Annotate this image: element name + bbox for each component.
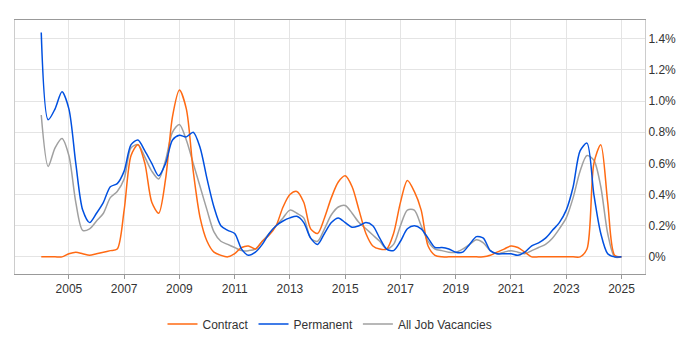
svg-text:Contract: Contract [203,318,249,332]
svg-text:2017: 2017 [387,282,414,296]
svg-text:2007: 2007 [111,282,138,296]
svg-text:2005: 2005 [56,282,83,296]
svg-text:2013: 2013 [277,282,304,296]
svg-text:1.4%: 1.4% [648,32,676,46]
svg-text:2009: 2009 [166,282,193,296]
svg-text:0.6%: 0.6% [648,157,676,171]
svg-text:0%: 0% [648,250,666,264]
svg-text:2019: 2019 [442,282,469,296]
svg-text:1.2%: 1.2% [648,63,676,77]
svg-text:Permanent: Permanent [294,318,353,332]
svg-text:2011: 2011 [222,282,248,296]
svg-text:2021: 2021 [498,282,525,296]
svg-text:0.2%: 0.2% [648,219,676,233]
svg-text:0.4%: 0.4% [648,188,676,202]
svg-text:0.8%: 0.8% [648,125,676,139]
svg-text:2025: 2025 [608,282,635,296]
svg-text:2023: 2023 [553,282,580,296]
svg-text:1.0%: 1.0% [648,94,676,108]
svg-text:2015: 2015 [332,282,359,296]
svg-text:All Job Vacancies: All Job Vacancies [398,318,492,332]
